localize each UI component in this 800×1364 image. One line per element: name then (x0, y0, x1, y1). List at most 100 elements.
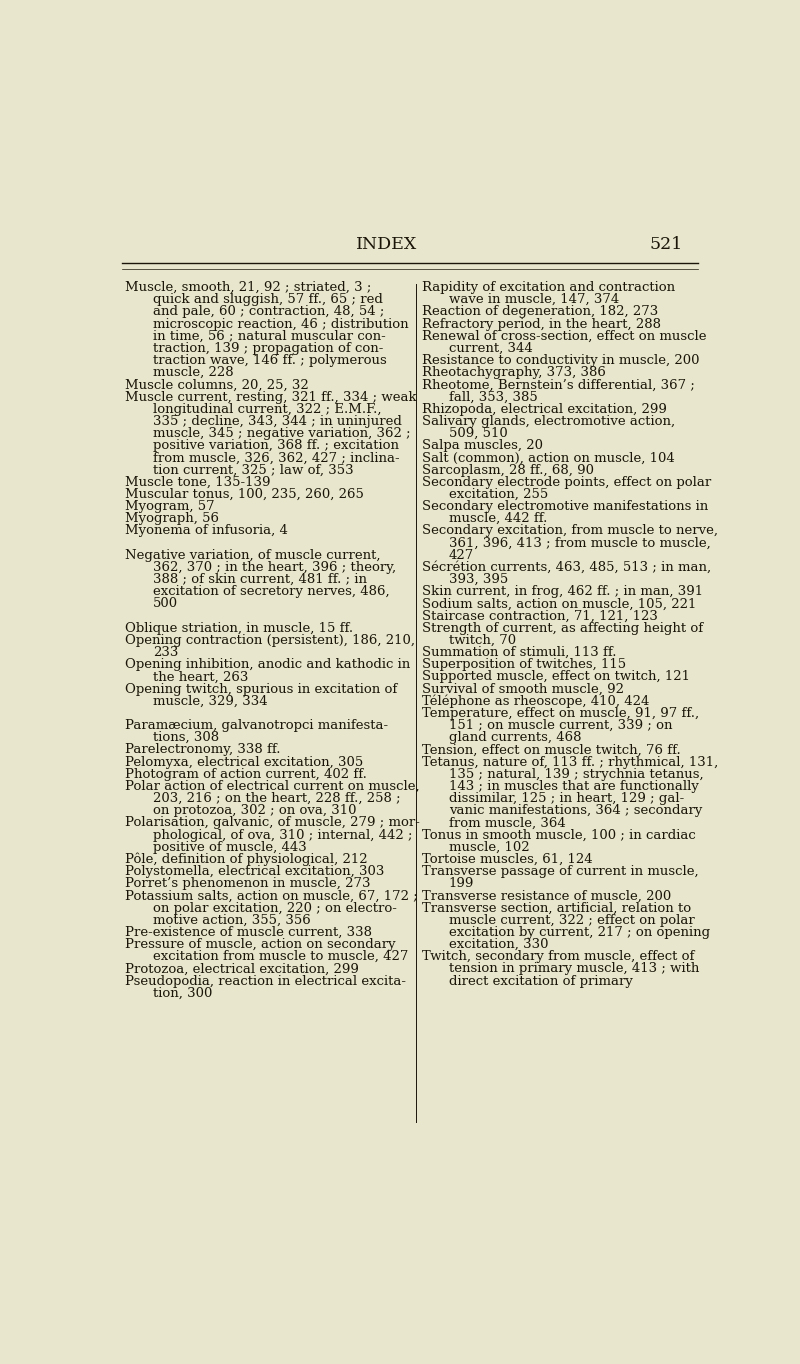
Text: Oblique striation, in muscle, 15 ff.: Oblique striation, in muscle, 15 ff. (125, 622, 353, 634)
Text: Sécrétion currents, 463, 485, 513 ; in man,: Sécrétion currents, 463, 485, 513 ; in m… (422, 561, 710, 574)
Text: Pseudopodia, reaction in electrical excita-: Pseudopodia, reaction in electrical exci… (125, 974, 406, 988)
Text: twitch, 70: twitch, 70 (449, 634, 516, 647)
Text: Pressure of muscle, action on secondary: Pressure of muscle, action on secondary (125, 938, 395, 951)
Text: Transverse resistance of muscle, 200: Transverse resistance of muscle, 200 (422, 889, 671, 903)
Text: tion, 300: tion, 300 (153, 986, 212, 1000)
Text: Staircase contraction, 71, 121, 123: Staircase contraction, 71, 121, 123 (422, 610, 658, 622)
Text: Pôle, definition of physiological, 212: Pôle, definition of physiological, 212 (125, 852, 367, 866)
Text: and pale, 60 ; contraction, 48, 54 ;: and pale, 60 ; contraction, 48, 54 ; (153, 306, 384, 318)
Text: Skin current, in frog, 462 ff. ; in man, 391: Skin current, in frog, 462 ff. ; in man,… (422, 585, 702, 599)
Text: excitation by current, 217 ; on opening: excitation by current, 217 ; on opening (449, 926, 710, 938)
Text: Resistance to conductivity in muscle, 200: Resistance to conductivity in muscle, 20… (422, 355, 699, 367)
Text: Photogram of action current, 402 ff.: Photogram of action current, 402 ff. (125, 768, 366, 780)
Text: Polystomella, electrical excitation, 303: Polystomella, electrical excitation, 303 (125, 865, 384, 878)
Text: Muscle columns, 20, 25, 32: Muscle columns, 20, 25, 32 (125, 378, 309, 391)
Text: 521: 521 (649, 236, 682, 254)
Text: 151 ; on muscle current, 339 ; on: 151 ; on muscle current, 339 ; on (449, 719, 672, 732)
Text: Rheotachygraphy, 373, 386: Rheotachygraphy, 373, 386 (422, 366, 606, 379)
Text: tension in primary muscle, 413 ; with: tension in primary muscle, 413 ; with (449, 963, 699, 975)
Text: Temperature, effect on muscle, 91, 97 ff.,: Temperature, effect on muscle, 91, 97 ff… (422, 707, 698, 720)
Text: Tetanus, nature of, 113 ff. ; rhythmical, 131,: Tetanus, nature of, 113 ff. ; rhythmical… (422, 756, 718, 768)
Text: Porret’s phenomenon in muscle, 273: Porret’s phenomenon in muscle, 273 (125, 877, 370, 891)
Text: traction wave, 146 ff. ; polymerous: traction wave, 146 ff. ; polymerous (153, 355, 386, 367)
Text: muscle, 102: muscle, 102 (449, 840, 530, 854)
Text: tion current, 325 ; law of, 353: tion current, 325 ; law of, 353 (153, 464, 354, 476)
Text: Sodium salts, action on muscle, 105, 221: Sodium salts, action on muscle, 105, 221 (422, 597, 696, 610)
Text: Salpa muscles, 20: Salpa muscles, 20 (422, 439, 542, 453)
Text: 203, 216 ; on the heart, 228 ff., 258 ;: 203, 216 ; on the heart, 228 ff., 258 ; (153, 792, 400, 805)
Text: muscle, 228: muscle, 228 (153, 366, 234, 379)
Text: Twitch, secondary from muscle, effect of: Twitch, secondary from muscle, effect of (422, 951, 694, 963)
Text: direct excitation of primary: direct excitation of primary (449, 974, 633, 988)
Text: muscle current, 322 ; effect on polar: muscle current, 322 ; effect on polar (449, 914, 694, 926)
Text: vanic manifestations, 364 ; secondary: vanic manifestations, 364 ; secondary (449, 805, 702, 817)
Text: longitudinal current, 322 ; E.M.F.,: longitudinal current, 322 ; E.M.F., (153, 402, 381, 416)
Text: quick and sluggish, 57 ff., 65 ; red: quick and sluggish, 57 ff., 65 ; red (153, 293, 382, 306)
Text: Myograph, 56: Myograph, 56 (125, 513, 219, 525)
Text: 335 ; decline, 343, 344 ; in uninjured: 335 ; decline, 343, 344 ; in uninjured (153, 415, 402, 428)
Text: 500: 500 (153, 597, 178, 610)
Text: Tortoise muscles, 61, 124: Tortoise muscles, 61, 124 (422, 852, 592, 866)
Text: Myonema of infusoria, 4: Myonema of infusoria, 4 (125, 524, 288, 537)
Text: Salivary glands, electromotive action,: Salivary glands, electromotive action, (422, 415, 674, 428)
Text: motive action, 355, 356: motive action, 355, 356 (153, 914, 310, 926)
Text: Téléphone as rheoscope, 410, 424: Téléphone as rheoscope, 410, 424 (422, 694, 649, 708)
Text: from muscle, 364: from muscle, 364 (449, 816, 566, 829)
Text: Tonus in smooth muscle, 100 ; in cardiac: Tonus in smooth muscle, 100 ; in cardiac (422, 828, 695, 842)
Text: 143 ; in muscles that are functionally: 143 ; in muscles that are functionally (449, 780, 698, 792)
Text: muscle, 329, 334: muscle, 329, 334 (153, 694, 267, 708)
Text: traction, 139 ; propagation of con-: traction, 139 ; propagation of con- (153, 342, 383, 355)
Text: the heart, 263: the heart, 263 (153, 670, 248, 683)
Text: Polarisation, galvanic, of muscle, 279 ; mor-: Polarisation, galvanic, of muscle, 279 ;… (125, 816, 420, 829)
Text: Muscle tone, 135-139: Muscle tone, 135-139 (125, 476, 270, 488)
Text: Parelectronomy, 338 ff.: Parelectronomy, 338 ff. (125, 743, 280, 757)
Text: Reaction of degeneration, 182, 273: Reaction of degeneration, 182, 273 (422, 306, 658, 318)
Text: Transverse passage of current in muscle,: Transverse passage of current in muscle, (422, 865, 698, 878)
Text: Sarcoplasm, 28 ff., 68, 90: Sarcoplasm, 28 ff., 68, 90 (422, 464, 594, 476)
Text: Muscle current, resting, 321 ff., 334 ; weak: Muscle current, resting, 321 ff., 334 ; … (125, 390, 417, 404)
Text: on protozoa, 302 ; on ova, 310: on protozoa, 302 ; on ova, 310 (153, 805, 356, 817)
Text: excitation, 330: excitation, 330 (449, 938, 548, 951)
Text: Potassium salts, action on muscle, 67, 172 ;: Potassium salts, action on muscle, 67, 1… (125, 889, 418, 903)
Text: 362, 370 ; in the heart, 396 ; theory,: 362, 370 ; in the heart, 396 ; theory, (153, 561, 396, 574)
Text: Paramæcium, galvanotropci manifesta-: Paramæcium, galvanotropci manifesta- (125, 719, 388, 732)
Text: 199: 199 (449, 877, 474, 891)
Text: 509, 510: 509, 510 (449, 427, 507, 441)
Text: tions, 308: tions, 308 (153, 731, 219, 745)
Text: Refractory period, in the heart, 288: Refractory period, in the heart, 288 (422, 318, 661, 330)
Text: fall, 353, 385: fall, 353, 385 (449, 390, 538, 404)
Text: 361, 396, 413 ; from muscle to muscle,: 361, 396, 413 ; from muscle to muscle, (449, 536, 710, 550)
Text: current, 344: current, 344 (449, 342, 533, 355)
Text: 427: 427 (449, 548, 474, 562)
Text: Superposition of twitches, 115: Superposition of twitches, 115 (422, 659, 626, 671)
Text: Rhizopoda, electrical excitation, 299: Rhizopoda, electrical excitation, 299 (422, 402, 666, 416)
Text: phological, of ova, 310 ; internal, 442 ;: phological, of ova, 310 ; internal, 442 … (153, 828, 412, 842)
Text: Muscle, smooth, 21, 92 ; striated, 3 ;: Muscle, smooth, 21, 92 ; striated, 3 ; (125, 281, 371, 295)
Text: muscle, 442 ff.: muscle, 442 ff. (449, 513, 547, 525)
Text: Negative variation, of muscle current,: Negative variation, of muscle current, (125, 548, 380, 562)
Text: microscopic reaction, 46 ; distribution: microscopic reaction, 46 ; distribution (153, 318, 408, 330)
Text: dissimilar, 125 ; in heart, 129 ; gal-: dissimilar, 125 ; in heart, 129 ; gal- (449, 792, 684, 805)
Text: Pelomyxa, electrical excitation, 305: Pelomyxa, electrical excitation, 305 (125, 756, 363, 768)
Text: Protozoa, electrical excitation, 299: Protozoa, electrical excitation, 299 (125, 963, 358, 975)
Text: gland currents, 468: gland currents, 468 (449, 731, 582, 745)
Text: Secondary electrode points, effect on polar: Secondary electrode points, effect on po… (422, 476, 711, 488)
Text: Myogram, 57: Myogram, 57 (125, 501, 214, 513)
Text: muscle, 345 ; negative variation, 362 ;: muscle, 345 ; negative variation, 362 ; (153, 427, 410, 441)
Text: 135 ; natural, 139 ; strychnia tetanus,: 135 ; natural, 139 ; strychnia tetanus, (449, 768, 703, 780)
Text: Muscular tonus, 100, 235, 260, 265: Muscular tonus, 100, 235, 260, 265 (125, 488, 364, 501)
Text: excitation, 255: excitation, 255 (449, 488, 548, 501)
Text: 233: 233 (153, 647, 178, 659)
Text: Secondary electromotive manifestations in: Secondary electromotive manifestations i… (422, 501, 708, 513)
Text: Survival of smooth muscle, 92: Survival of smooth muscle, 92 (422, 682, 624, 696)
Text: 388 ; of skin current, 481 ff. ; in: 388 ; of skin current, 481 ff. ; in (153, 573, 366, 587)
Text: Secondary excitation, from muscle to nerve,: Secondary excitation, from muscle to ner… (422, 524, 718, 537)
Text: excitation of secretory nerves, 486,: excitation of secretory nerves, 486, (153, 585, 390, 599)
Text: Polar action of electrical current on muscle,: Polar action of electrical current on mu… (125, 780, 419, 792)
Text: on polar excitation, 220 ; on electro-: on polar excitation, 220 ; on electro- (153, 902, 397, 914)
Text: 393, 395: 393, 395 (449, 573, 508, 587)
Text: Salt (common), action on muscle, 104: Salt (common), action on muscle, 104 (422, 451, 674, 464)
Text: Strength of current, as affecting height of: Strength of current, as affecting height… (422, 622, 702, 634)
Text: Renewal of cross-section, effect on muscle: Renewal of cross-section, effect on musc… (422, 330, 706, 342)
Text: Summation of stimuli, 113 ff.: Summation of stimuli, 113 ff. (422, 647, 616, 659)
